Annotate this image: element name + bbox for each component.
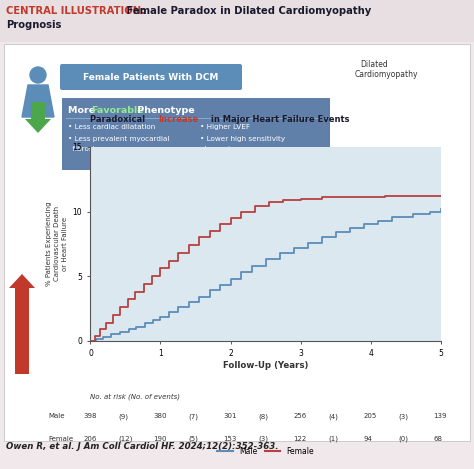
Text: No. at risk (No. of events): No. at risk (No. of events)	[91, 393, 181, 400]
Text: Dilated: Dilated	[360, 60, 388, 69]
Text: Female Paradox in Dilated Cardiomyopathy: Female Paradox in Dilated Cardiomyopathy	[123, 6, 371, 16]
Text: 398: 398	[83, 413, 97, 419]
Text: 301: 301	[224, 413, 237, 419]
Text: (8): (8)	[258, 413, 269, 420]
Circle shape	[30, 67, 46, 83]
Bar	[4, 44, 470, 441]
Polygon shape	[9, 274, 35, 374]
Text: (3): (3)	[258, 436, 269, 442]
Text: (9): (9)	[118, 413, 128, 420]
Text: Favorable: Favorable	[91, 106, 144, 115]
Text: Prognosis: Prognosis	[6, 20, 61, 30]
Text: CENTRAL ILLUSTRATION:: CENTRAL ILLUSTRATION:	[6, 6, 145, 16]
Text: (3): (3)	[399, 413, 409, 420]
FancyBboxPatch shape	[60, 64, 242, 90]
Text: 190: 190	[154, 436, 167, 442]
Text: Owen R, et al. J Am Coll Cardiol HF. 2024;12(2):352-363.: Owen R, et al. J Am Coll Cardiol HF. 202…	[6, 442, 279, 451]
Text: 139: 139	[434, 413, 447, 419]
Text: Phenotype: Phenotype	[134, 106, 195, 115]
Text: (7): (7)	[189, 413, 199, 420]
Legend: Male, Female: Male, Female	[214, 444, 317, 459]
Text: 380: 380	[154, 413, 167, 419]
Bar	[62, 98, 330, 170]
Text: fibrosis: fibrosis	[68, 146, 99, 152]
Text: • Higher LVEF: • Higher LVEF	[200, 124, 250, 130]
Polygon shape	[22, 85, 54, 117]
Text: in Major Heart Failure Events: in Major Heart Failure Events	[208, 114, 349, 123]
Text: 205: 205	[364, 413, 377, 419]
Text: 122: 122	[293, 436, 307, 442]
Text: 206: 206	[83, 436, 97, 442]
Y-axis label: % Patients Experiencing
Cardiovascular Death
or Heart Failure: % Patients Experiencing Cardiovascular D…	[46, 202, 68, 286]
Text: • Less prevalent myocardial: • Less prevalent myocardial	[68, 136, 169, 142]
Text: Paradoxical: Paradoxical	[91, 114, 148, 123]
Text: Increase: Increase	[159, 114, 199, 123]
Text: 68: 68	[434, 436, 443, 442]
Text: (4): (4)	[328, 413, 338, 420]
Text: Female Patients With DCM: Female Patients With DCM	[83, 73, 219, 82]
Text: 153: 153	[224, 436, 237, 442]
Text: (5): (5)	[189, 436, 199, 442]
Text: (12): (12)	[118, 436, 133, 442]
Text: Cardiomyopathy: Cardiomyopathy	[355, 70, 419, 79]
Text: Female: Female	[48, 436, 73, 442]
Text: Male: Male	[48, 413, 65, 419]
Polygon shape	[25, 102, 51, 133]
Text: (1): (1)	[328, 436, 338, 442]
Text: More: More	[68, 106, 99, 115]
Bar	[0, 0, 474, 42]
Text: 256: 256	[293, 413, 307, 419]
Text: troponin: troponin	[200, 146, 235, 152]
Text: • Less cardiac dilatation: • Less cardiac dilatation	[68, 124, 155, 130]
Text: (0): (0)	[399, 436, 409, 442]
Text: 94: 94	[364, 436, 373, 442]
Text: • Lower high sensitivity: • Lower high sensitivity	[200, 136, 285, 142]
X-axis label: Follow-Up (Years): Follow-Up (Years)	[223, 361, 308, 370]
